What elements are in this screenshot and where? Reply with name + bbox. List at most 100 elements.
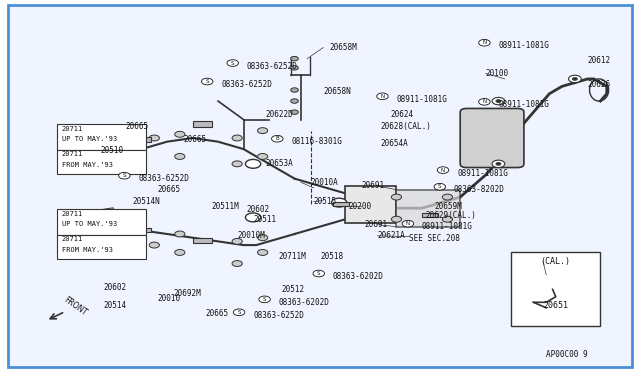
- Text: 20658M: 20658M: [330, 43, 357, 52]
- Text: 20711M: 20711M: [278, 251, 307, 261]
- Circle shape: [313, 270, 324, 277]
- Text: 08363-6252D: 08363-6252D: [221, 80, 272, 89]
- Circle shape: [479, 39, 490, 46]
- Circle shape: [175, 250, 185, 256]
- Text: FROM MAY.'93: FROM MAY.'93: [62, 162, 113, 168]
- Text: 20602: 20602: [246, 205, 270, 215]
- Text: 20711: 20711: [62, 211, 83, 217]
- Text: 20602: 20602: [103, 283, 127, 292]
- Bar: [98, 208, 116, 215]
- Text: 20511: 20511: [253, 215, 276, 224]
- Circle shape: [149, 242, 159, 248]
- Circle shape: [175, 154, 185, 160]
- Text: 20658N: 20658N: [323, 87, 351, 96]
- Circle shape: [227, 60, 239, 66]
- Circle shape: [175, 131, 185, 137]
- Circle shape: [392, 216, 401, 222]
- Circle shape: [568, 75, 581, 83]
- Text: 20626: 20626: [588, 80, 611, 89]
- Circle shape: [271, 135, 283, 142]
- Text: N: N: [483, 40, 486, 45]
- Bar: [100, 125, 118, 133]
- Text: FROM MAY.'93: FROM MAY.'93: [62, 247, 113, 253]
- Bar: [422, 213, 438, 217]
- Text: 08911-1081G: 08911-1081G: [396, 95, 447, 104]
- Text: UP TO MAY.'93: UP TO MAY.'93: [62, 221, 117, 227]
- Text: 08116-8301G: 08116-8301G: [291, 137, 342, 146]
- Text: 20665: 20665: [205, 309, 228, 318]
- Text: 20624: 20624: [390, 109, 413, 119]
- Text: 20510: 20510: [100, 147, 124, 155]
- Circle shape: [437, 167, 449, 173]
- FancyBboxPatch shape: [460, 109, 524, 167]
- Bar: [346, 186, 396, 223]
- Circle shape: [232, 238, 243, 244]
- Text: 08911-1081G: 08911-1081G: [499, 100, 549, 109]
- Text: 08911-1081G: 08911-1081G: [422, 222, 473, 231]
- FancyBboxPatch shape: [58, 124, 146, 150]
- Text: 20711: 20711: [62, 151, 83, 157]
- Circle shape: [257, 154, 268, 160]
- Circle shape: [257, 235, 268, 241]
- Bar: [98, 241, 116, 249]
- Circle shape: [291, 99, 298, 103]
- Circle shape: [332, 198, 347, 207]
- Text: N: N: [483, 99, 486, 104]
- Circle shape: [442, 194, 452, 200]
- Text: 20200: 20200: [349, 202, 372, 211]
- Circle shape: [492, 160, 505, 167]
- Text: 20010A: 20010A: [310, 178, 338, 187]
- Bar: [135, 137, 151, 142]
- Text: 20514N: 20514N: [132, 197, 160, 206]
- Text: 20651: 20651: [543, 301, 568, 311]
- Circle shape: [175, 231, 185, 237]
- Text: 20612: 20612: [588, 56, 611, 65]
- Bar: [135, 228, 151, 232]
- FancyBboxPatch shape: [58, 235, 146, 259]
- Text: 20100: 20100: [486, 69, 509, 78]
- Bar: [396, 190, 460, 227]
- Text: S: S: [123, 173, 126, 178]
- Text: (CAL.): (CAL.): [540, 257, 570, 266]
- Text: 08363-6202D: 08363-6202D: [333, 272, 383, 281]
- Bar: [193, 121, 212, 127]
- Circle shape: [291, 57, 298, 61]
- Text: 20515: 20515: [314, 197, 337, 206]
- Text: 08363-6252D: 08363-6252D: [253, 311, 304, 320]
- Circle shape: [118, 172, 130, 179]
- Circle shape: [434, 183, 445, 190]
- Text: 08363-6252D: 08363-6252D: [138, 174, 189, 183]
- Text: 20653A: 20653A: [266, 159, 294, 169]
- Circle shape: [291, 65, 298, 70]
- Bar: [98, 230, 116, 238]
- Circle shape: [246, 160, 260, 168]
- Text: 20691: 20691: [365, 220, 388, 229]
- Text: 20654A: 20654A: [381, 139, 408, 148]
- Bar: [100, 147, 118, 155]
- Bar: [193, 238, 212, 243]
- Text: N: N: [380, 94, 385, 99]
- Circle shape: [232, 161, 243, 167]
- Circle shape: [496, 162, 501, 165]
- Text: 20665: 20665: [183, 135, 206, 144]
- Circle shape: [234, 309, 245, 315]
- Text: UP TO MAY.'93: UP TO MAY.'93: [62, 136, 117, 142]
- Text: AP00C00 9: AP00C00 9: [546, 350, 588, 359]
- Text: 20628(CAL.): 20628(CAL.): [381, 122, 431, 131]
- FancyBboxPatch shape: [58, 150, 146, 174]
- Circle shape: [492, 97, 505, 105]
- Text: 20511M: 20511M: [212, 202, 239, 211]
- Text: 20621A: 20621A: [378, 231, 405, 240]
- Text: 08911-1081G: 08911-1081G: [499, 41, 549, 50]
- Text: 08911-1081G: 08911-1081G: [457, 169, 508, 177]
- Circle shape: [291, 88, 298, 92]
- Circle shape: [496, 100, 501, 103]
- Bar: [100, 137, 118, 144]
- Text: 20010: 20010: [157, 294, 180, 303]
- Text: 20629(CAL.): 20629(CAL.): [425, 211, 476, 220]
- Text: 08363-6252D: 08363-6252D: [246, 61, 298, 71]
- FancyBboxPatch shape: [58, 209, 146, 235]
- Circle shape: [392, 194, 401, 200]
- Circle shape: [232, 135, 243, 141]
- Text: N: N: [441, 168, 445, 173]
